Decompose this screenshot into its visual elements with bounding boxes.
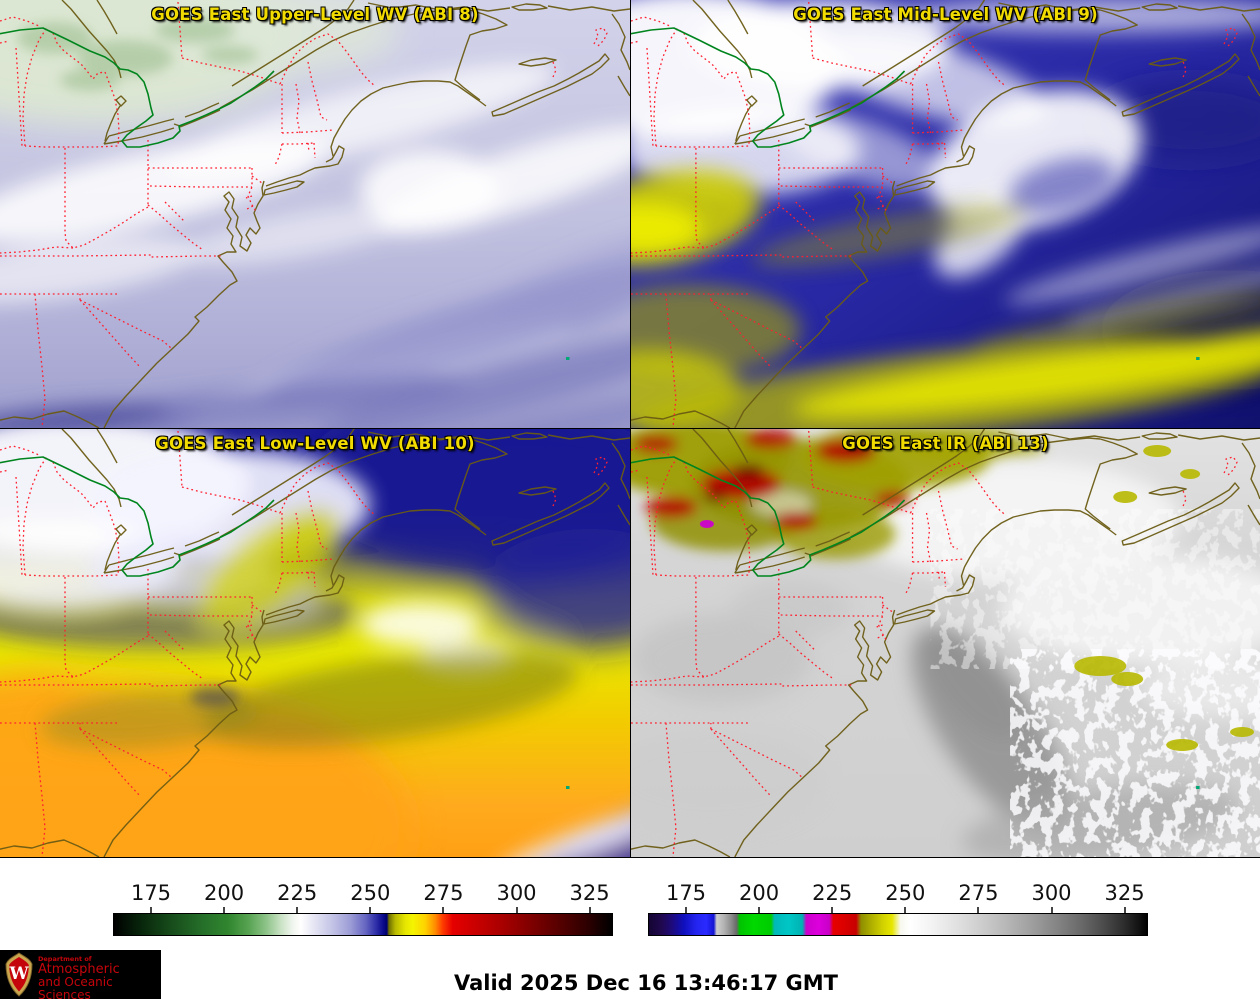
wv-colorbar-gradient [113,913,613,936]
satellite-image-abi8 [0,0,630,428]
tick-label: 175 [665,881,707,905]
panel-divider-vertical [630,0,631,858]
tick-mark [1050,907,1053,913]
logo-name-line1: Atmospheric [38,961,120,977]
uw-crest-icon: W [5,952,33,997]
tick-label: 250 [350,881,391,905]
valid-timestamp: Valid 2025 Dec 16 13:46:17 GMT [454,971,838,995]
satellite-image-abi13 [631,429,1260,857]
tick-label: 275 [423,881,464,905]
tick-mark [977,907,980,913]
tick-label: 200 [739,881,780,905]
tick-label: 225 [277,881,318,905]
tick-label: 250 [885,881,926,905]
tick-label: 325 [1104,881,1145,905]
tick-label: 325 [569,881,610,905]
tick-mark [150,907,152,913]
tick-label: 200 [204,881,245,905]
tick-mark [588,907,591,913]
logo-text: Department of Atmospheric and Oceanic Sc… [38,956,161,999]
panel-abi13-ir: GOES East IR (ABI 13) [631,429,1260,857]
uw-aos-logo: W Department of Atmospheric and Oceanic … [0,950,161,999]
tick-mark [831,907,834,913]
tick-mark [442,907,445,913]
tick-mark [369,907,372,913]
logo-name-line2: and Oceanic Sciences [38,975,113,999]
tick-mark [904,907,907,913]
crest-monogram: W [8,964,29,984]
tick-label: 300 [1031,881,1072,905]
tick-label: 225 [812,881,853,905]
satellite-image-abi10 [0,429,630,857]
logo-dept-line: Department of [38,955,92,963]
tick-label: 275 [958,881,999,905]
tick-mark [223,907,226,913]
tick-mark [515,907,518,913]
tick-mark [758,907,761,913]
tick-label: 175 [130,881,172,905]
satellite-image-abi9 [631,0,1260,428]
tick-mark [1123,907,1126,913]
panel-abi8-upper-level-wv: GOES East Upper-Level WV (ABI 8) [0,0,630,428]
panel-divider-horizontal [0,428,1260,429]
tick-label: 300 [496,881,537,905]
ir-colorbar: 175 200 225 250 275 300 325 [648,881,1148,939]
panel-abi10-low-level-wv: GOES East Low-Level WV (ABI 10) [0,429,630,857]
wv-colorbar: 175 200 225 250 275 300 325 [113,881,613,939]
tick-mark [685,907,687,913]
tick-mark [296,907,299,913]
imagery-grid: GOES East Upper-Level WV (ABI 8) [0,0,1260,858]
ir-colorbar-gradient [648,913,1148,936]
panel-abi9-mid-level-wv: GOES East Mid-Level WV (ABI 9) [631,0,1260,428]
